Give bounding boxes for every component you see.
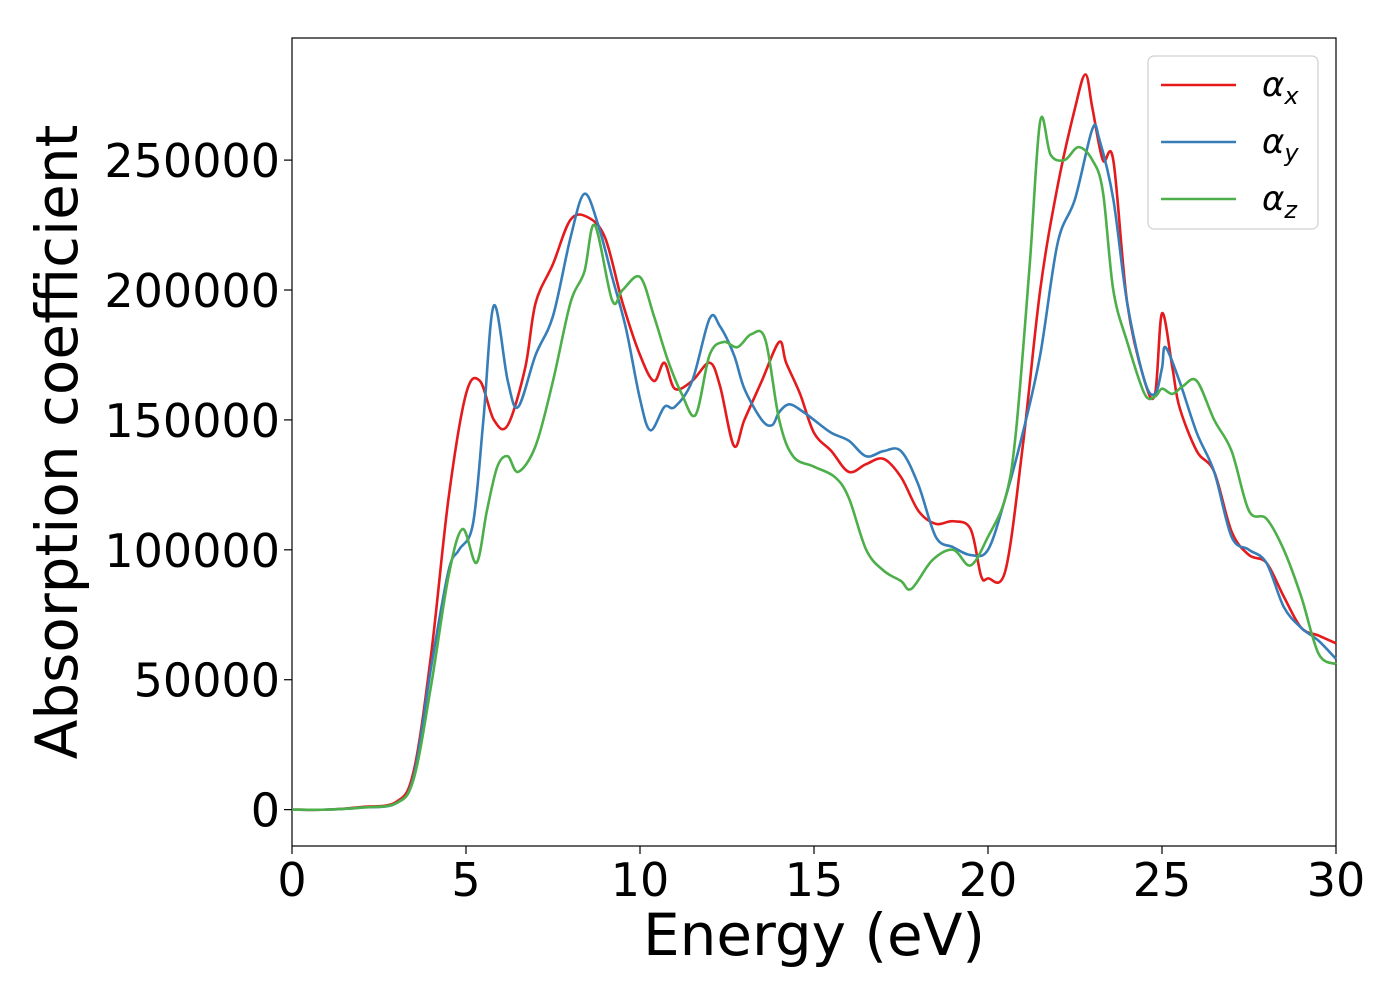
y-tick-label: 150000 <box>104 394 280 448</box>
x-tick-label: 25 <box>1133 853 1192 907</box>
legend-label-subscript: y <box>1283 139 1299 167</box>
x-tick-label: 15 <box>785 853 844 907</box>
y-axis-ticks: 0 50000 100000 150000 200000 250000 <box>104 134 292 838</box>
x-tick-label: 20 <box>959 853 1018 907</box>
series-line-y <box>291 123 1337 812</box>
y-tick-label: 250000 <box>104 134 280 188</box>
x-tick-label: 10 <box>611 853 670 907</box>
series-line-z <box>291 115 1337 812</box>
series-line-x <box>291 73 1337 812</box>
x-axis-label: Energy (eV) <box>643 901 985 969</box>
y-tick-label: 200000 <box>104 264 280 318</box>
legend-label-subscript: x <box>1283 82 1299 110</box>
y-axis-label: Absorption coefficient <box>23 125 91 760</box>
x-axis-ticks: 0 5 10 15 20 25 30 <box>277 846 1365 907</box>
y-tick-label: 50000 <box>134 654 280 708</box>
x-tick-label: 5 <box>451 853 480 907</box>
legend-label-subscript: z <box>1283 196 1298 224</box>
y-tick-label: 100000 <box>104 524 280 578</box>
x-tick-label: 0 <box>277 853 306 907</box>
x-tick-label: 30 <box>1307 853 1366 907</box>
y-tick-label: 0 <box>251 784 280 838</box>
series-layer <box>291 73 1337 812</box>
